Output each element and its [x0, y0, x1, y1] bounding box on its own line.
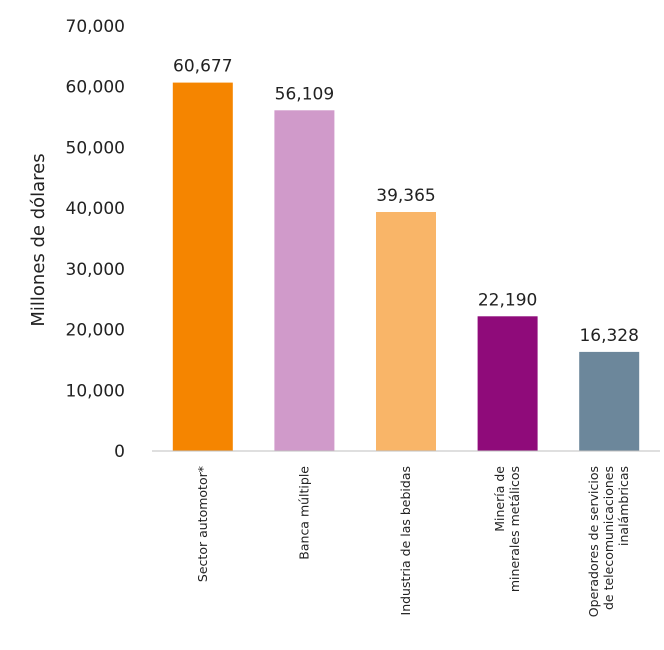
data-labels: 60,677 56,109 39,365 22,190 16,328	[173, 57, 639, 346]
category-label: Industria de las bebidas	[398, 466, 413, 615]
data-label: 56,109	[275, 84, 334, 104]
y-tick-label: 20,000	[66, 321, 125, 341]
category-label: minerales metálicos	[507, 466, 522, 592]
bar	[477, 316, 538, 451]
bar	[376, 212, 436, 451]
y-tick-label: 40,000	[66, 199, 125, 219]
y-tick-label: 50,000	[66, 138, 125, 158]
bars	[172, 82, 640, 452]
y-tick-label: 10,000	[66, 381, 125, 401]
y-axis-label: Millones de dólares	[28, 153, 49, 326]
data-label: 16,328	[579, 326, 638, 346]
category-label: Minería de	[492, 466, 507, 532]
bar	[579, 351, 640, 451]
category-label: de telecomunicaciones	[601, 466, 616, 610]
data-label: 60,677	[173, 57, 232, 77]
data-label: 22,190	[478, 290, 537, 310]
category-label: Sector automotor*	[195, 466, 210, 582]
y-tick-label: 30,000	[66, 260, 125, 280]
bar	[274, 110, 335, 452]
y-tick-label: 60,000	[66, 78, 125, 98]
data-label: 39,365	[376, 186, 435, 206]
y-axis-ticks: 0 10,000 20,000 30,000 40,000 50,000 60,000 70,…	[66, 17, 125, 462]
category-label: inalámbricas	[616, 466, 631, 546]
bar	[172, 82, 233, 451]
y-tick-label: 70,000	[66, 17, 125, 37]
category-labels: Sector automotor* Banca múltiple Industria…	[195, 466, 631, 618]
category-label: Banca múltiple	[296, 466, 311, 560]
y-tick-label: 0	[114, 442, 125, 462]
category-label: Operadores de servicios	[586, 466, 601, 617]
